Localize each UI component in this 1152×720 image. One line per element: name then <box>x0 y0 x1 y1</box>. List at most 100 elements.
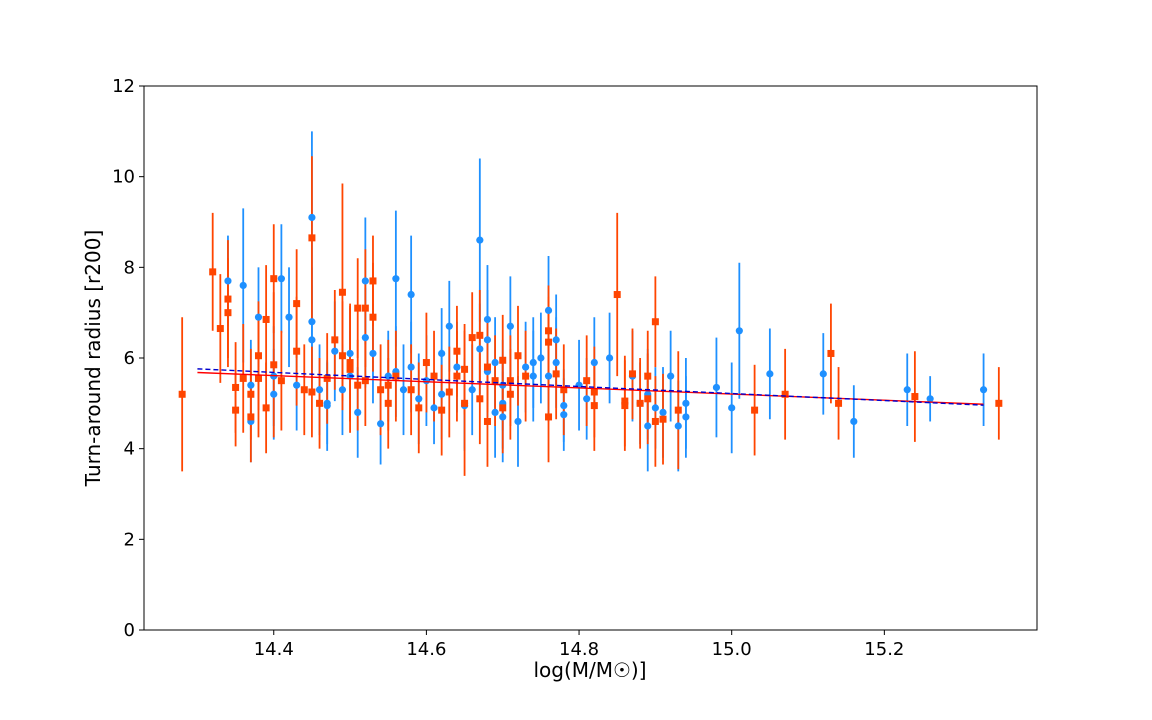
data-point-circle <box>346 349 354 358</box>
data-point-square <box>552 370 560 378</box>
fit-lines <box>197 368 984 406</box>
data-point-square <box>506 377 514 385</box>
data-point-square <box>270 361 278 369</box>
data-point-circle <box>674 422 682 430</box>
data-point-circle <box>560 411 568 419</box>
data-point-circle <box>392 275 400 283</box>
data-point-square <box>384 381 392 389</box>
data-point-square <box>422 359 430 367</box>
data-point-circle <box>590 358 598 367</box>
data-point-circle <box>224 277 232 285</box>
data-point-square <box>178 390 186 398</box>
data-point-circle <box>331 347 339 355</box>
data-point-square <box>338 288 346 296</box>
data-point-square <box>293 300 301 308</box>
data-point-circle <box>308 336 316 344</box>
data-point-square <box>461 365 469 373</box>
x-axis-label: log(M/M☉)] <box>533 658 646 682</box>
data-point-circle <box>537 354 545 362</box>
data-point-square <box>491 377 499 385</box>
data-point-circle <box>583 395 591 403</box>
x-tick-label: 14.6 <box>406 639 446 660</box>
data-point-square <box>911 393 919 401</box>
data-point-square <box>590 388 598 396</box>
data-point-square <box>644 395 652 403</box>
data-point-square <box>254 374 262 382</box>
data-point-circle <box>766 370 774 378</box>
data-point-square <box>270 275 278 283</box>
y-tick-label: 0 <box>124 620 135 641</box>
data-point-square <box>583 377 591 385</box>
data-point-square <box>407 386 415 394</box>
data-point-circle <box>605 354 614 362</box>
data-point-square <box>651 417 659 425</box>
data-point-square <box>476 331 484 339</box>
data-point-square <box>445 388 453 396</box>
data-point-circle <box>270 390 278 398</box>
data-point-circle <box>552 358 560 367</box>
fit-line-dashed <box>197 368 984 406</box>
data-point-square <box>300 386 308 394</box>
data-point-square <box>751 406 759 414</box>
data-point-circle <box>667 372 675 380</box>
y-axis-ticks: 0 2 4 6 8 10 12 <box>112 76 144 641</box>
data-point-square <box>254 352 262 360</box>
data-point-circle <box>308 318 316 326</box>
data-point-circle <box>438 390 446 398</box>
data-point-circle <box>308 213 316 222</box>
data-point-square <box>628 370 636 378</box>
data-point-circle <box>979 386 988 394</box>
data-point-square <box>621 402 629 410</box>
data-point-square <box>781 390 789 398</box>
data-point-circle <box>476 236 484 244</box>
data-point-square <box>659 415 667 423</box>
data-point-circle <box>369 349 377 358</box>
data-point-square <box>346 359 354 367</box>
data-point-square <box>995 399 1003 407</box>
data-point-square <box>308 234 316 242</box>
data-point-square <box>316 399 324 407</box>
data-point-square <box>361 304 369 312</box>
data-point-square <box>651 318 659 326</box>
data-point-circle <box>430 404 438 412</box>
data-point-circle <box>560 402 568 410</box>
data-point-circle <box>254 313 263 321</box>
data-point-square <box>483 363 491 371</box>
data-point-square <box>369 277 377 285</box>
data-point-square <box>514 352 522 360</box>
data-point-square <box>560 386 568 394</box>
data-point-circle <box>506 322 514 330</box>
data-point-square <box>415 404 423 412</box>
data-point-square <box>674 406 682 414</box>
plot-background <box>144 86 1037 630</box>
data-point-circle <box>491 408 499 416</box>
data-point-circle <box>499 413 507 421</box>
data-point-square <box>499 404 507 412</box>
data-point-circle <box>850 417 858 426</box>
data-point-square <box>209 268 217 276</box>
data-point-circle <box>422 377 431 385</box>
y-tick-label: 4 <box>124 439 135 460</box>
data-point-square <box>613 291 621 299</box>
data-point-circle <box>483 315 492 324</box>
data-point-circle <box>529 372 537 380</box>
data-point-square <box>338 352 346 360</box>
data-point-circle <box>644 422 652 430</box>
data-point-square <box>644 372 652 380</box>
data-point-circle <box>476 345 484 353</box>
x-tick-label: 15.2 <box>864 639 904 660</box>
data-point-square <box>545 338 553 346</box>
data-point-circle <box>315 386 324 394</box>
data-point-circle <box>903 386 911 394</box>
x-axis-ticks: 14.4 14.6 14.8 15.0 15.2 <box>254 630 904 660</box>
data-point-circle <box>247 381 255 389</box>
data-point-circle <box>338 386 347 394</box>
data-markers <box>178 213 1003 430</box>
data-point-square <box>232 383 240 391</box>
data-point-circle <box>682 413 690 421</box>
data-point-square <box>453 372 461 380</box>
data-point-circle <box>445 322 453 330</box>
x-tick-label: 14.4 <box>254 639 294 660</box>
data-point-circle <box>712 383 721 392</box>
data-point-circle <box>651 404 659 412</box>
